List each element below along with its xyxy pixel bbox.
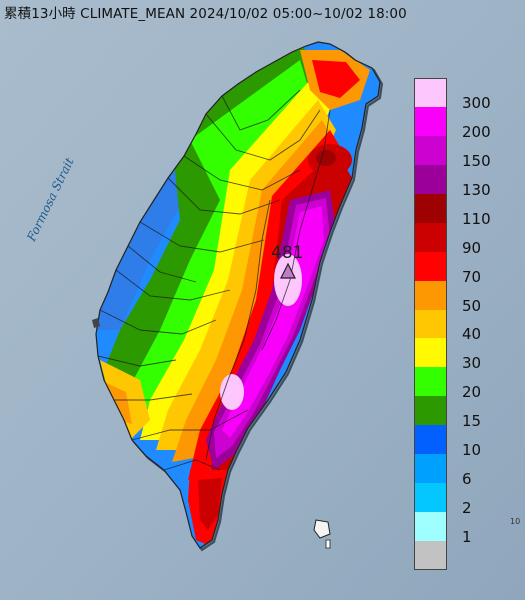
legend-swatch — [414, 193, 447, 223]
legend-row: 30 — [412, 338, 516, 372]
legend-swatch — [414, 251, 447, 281]
legend-swatch — [414, 512, 447, 542]
legend-row: 1 — [412, 512, 516, 546]
legend-label: 50 — [462, 296, 482, 315]
legend-label: 6 — [462, 470, 472, 489]
legend-row: 20 — [412, 367, 516, 401]
legend-swatch — [414, 454, 447, 484]
legend-swatch — [414, 338, 447, 368]
legend-swatch — [414, 541, 447, 570]
county-boundaries — [97, 89, 331, 471]
legend-swatch — [414, 222, 447, 252]
legend-row: 50 — [412, 280, 516, 315]
legend-label: 10 — [462, 441, 482, 460]
legend-row: 300 — [412, 78, 516, 112]
edge-label: 10 — [510, 517, 521, 526]
legend-label: 110 — [462, 209, 491, 228]
legend-label: 30 — [462, 354, 482, 373]
legend-row: 130 — [412, 164, 516, 199]
green-island — [313, 519, 331, 539]
legend-label: 200 — [462, 122, 491, 141]
legend-swatch — [414, 367, 447, 397]
legend-label: 40 — [462, 325, 482, 344]
legend-label: 70 — [462, 267, 482, 286]
legend-swatch — [414, 164, 447, 194]
legend-row: 40 — [412, 309, 516, 343]
legend-swatch — [414, 106, 447, 136]
penghu-islands — [92, 318, 100, 328]
legend-label: 20 — [462, 383, 482, 402]
legend-swatch — [414, 280, 447, 310]
legend-label: 150 — [462, 151, 491, 170]
legend-row: 110 — [412, 193, 516, 228]
orchid-island — [325, 539, 331, 549]
map-title: 累積13小時 CLIMATE_MEAN 2024/10/02 05:00~10/… — [4, 6, 407, 22]
legend-row — [412, 541, 516, 570]
legend-label: 130 — [462, 180, 491, 199]
legend-row: 15 — [412, 396, 516, 430]
max-rainfall-marker-icon — [280, 262, 296, 279]
legend-row: 150 — [412, 135, 516, 170]
legend-swatch — [414, 396, 447, 426]
legend-label: 15 — [462, 412, 482, 431]
legend-row: 70 — [412, 251, 516, 286]
legend-label: 1 — [462, 528, 472, 547]
legend-label: 2 — [462, 499, 472, 518]
legend-row: 10 — [412, 425, 516, 459]
legend-swatch — [414, 78, 447, 107]
legend-row: 200 — [412, 106, 516, 141]
max-rainfall-value: 481 — [271, 243, 304, 263]
legend-swatch — [414, 309, 447, 339]
rainfall-legend: 300 200 150 130 110 90 70 50 40 30 20 15 10 6 2 1 — [412, 78, 516, 570]
island-outline — [95, 41, 381, 549]
legend-label: 90 — [462, 238, 482, 257]
legend-row: 90 — [412, 222, 516, 257]
legend-swatch — [414, 483, 447, 513]
legend-row: 6 — [412, 454, 516, 488]
legend-row: 2 — [412, 483, 516, 517]
legend-swatch — [414, 135, 447, 165]
legend-swatch — [414, 425, 447, 455]
legend-label: 300 — [462, 93, 491, 112]
